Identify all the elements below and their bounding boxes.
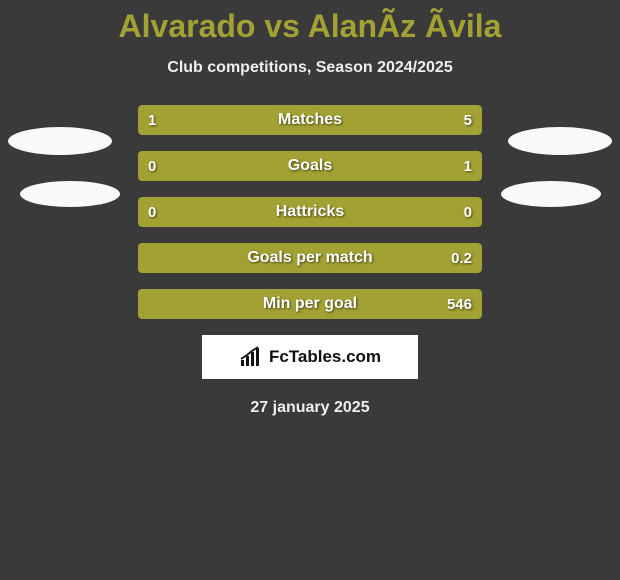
player-right-badge-top <box>508 127 612 155</box>
attribution-box: FcTables.com <box>202 335 418 379</box>
player-left-badge-bottom <box>20 181 120 207</box>
player-right-badge-bottom <box>501 181 601 207</box>
date-line: 27 january 2025 <box>0 399 620 417</box>
stat-label: Hattricks <box>138 197 482 227</box>
stat-row: 546Min per goal <box>138 289 482 319</box>
stat-row: 00Hattricks <box>138 197 482 227</box>
stat-label: Matches <box>138 105 482 135</box>
stat-label: Goals <box>138 151 482 181</box>
attribution-text: FcTables.com <box>269 347 381 367</box>
stat-row: 01Goals <box>138 151 482 181</box>
page-title: Alvarado vs AlanÃz Ãvila <box>0 0 620 45</box>
stat-label: Min per goal <box>138 289 482 319</box>
subtitle: Club competitions, Season 2024/2025 <box>0 59 620 77</box>
chart-icon <box>239 346 263 368</box>
stat-row: 0.2Goals per match <box>138 243 482 273</box>
stat-label: Goals per match <box>138 243 482 273</box>
player-left-badge-top <box>8 127 112 155</box>
comparison-chart: 15Matches 01Goals 00Hattricks 0.2Goals per … <box>0 77 620 417</box>
stat-row: 15Matches <box>138 105 482 135</box>
